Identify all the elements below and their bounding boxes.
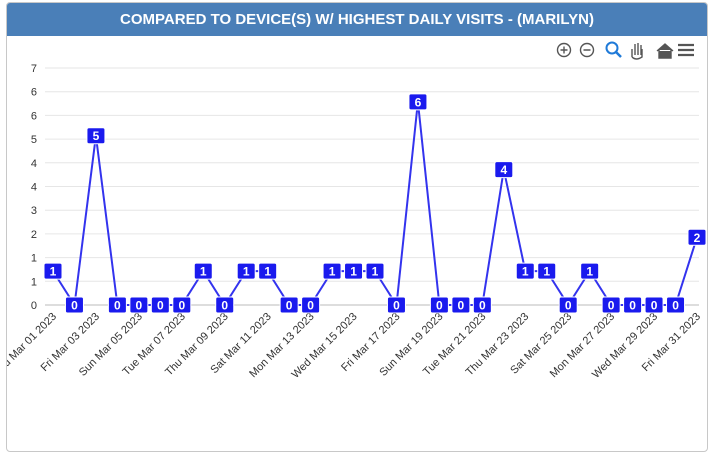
data-label-box	[193, 262, 213, 280]
y-tick-label: 6	[31, 110, 37, 122]
data-label-box	[129, 296, 149, 314]
data-label-box	[429, 296, 449, 314]
y-tick-label: 1	[31, 276, 37, 288]
y-tick-label: 5	[31, 134, 37, 146]
data-label: 2	[694, 231, 701, 245]
data-label: 0	[71, 299, 78, 313]
data-label-box	[86, 127, 106, 145]
y-tick-label: 2	[31, 229, 37, 241]
data-label-box	[580, 262, 600, 280]
data-label: 1	[243, 265, 250, 279]
data-label-box	[601, 296, 621, 314]
data-label-box	[623, 296, 643, 314]
y-tick-label: 6	[31, 87, 37, 99]
data-label-box	[322, 262, 342, 280]
data-label-box	[537, 262, 557, 280]
data-label-box	[64, 296, 84, 314]
panel-title: COMPARED TO DEVICE(S) W/ HIGHEST DAILY V…	[7, 3, 707, 36]
data-label: 0	[565, 299, 572, 313]
data-label: 0	[651, 299, 658, 313]
data-label-box	[644, 296, 664, 314]
data-label-box	[666, 296, 686, 314]
data-label: 0	[221, 299, 228, 313]
data-label-box	[365, 262, 385, 280]
data-label: 0	[672, 299, 679, 313]
data-label: 1	[543, 265, 550, 279]
data-label: 0	[629, 299, 636, 313]
x-tick-label: Wed Mar 01 2023	[7, 311, 59, 381]
data-label: 0	[608, 299, 615, 313]
data-label-box	[258, 262, 278, 280]
data-label-box	[386, 296, 406, 314]
zoom-in-icon	[560, 46, 568, 54]
data-label-box	[408, 93, 428, 111]
data-label: 6	[415, 95, 422, 109]
chart-panel: COMPARED TO DEVICE(S) W/ HIGHEST DAILY V…	[6, 2, 708, 452]
data-label-box	[150, 296, 170, 314]
data-label: 0	[393, 299, 400, 313]
data-label: 0	[136, 299, 143, 313]
y-tick-label: 1	[31, 253, 37, 265]
zoom-select-icon	[615, 51, 622, 58]
data-label: 0	[178, 299, 185, 313]
home-button[interactable]	[656, 43, 674, 59]
data-label-box	[215, 296, 235, 314]
data-label-box	[301, 296, 321, 314]
data-label: 1	[586, 265, 593, 279]
data-label-box	[43, 262, 63, 280]
data-label-box	[558, 296, 578, 314]
y-tick-label: 3	[31, 205, 37, 217]
data-label: 0	[479, 299, 486, 313]
data-label: 0	[458, 299, 465, 313]
zoom-in-button[interactable]	[556, 42, 572, 58]
data-label: 5	[93, 129, 100, 143]
data-label-box	[107, 296, 127, 314]
y-tick-label: 0	[31, 300, 37, 312]
data-label-box	[451, 296, 471, 314]
data-label-box	[515, 262, 535, 280]
data-label-box	[172, 296, 192, 314]
zoom-out-button[interactable]	[579, 42, 595, 58]
data-label: 1	[350, 265, 357, 279]
data-label-box	[494, 161, 514, 179]
data-label: 0	[157, 299, 164, 313]
data-label: 1	[200, 265, 207, 279]
data-label-box	[279, 296, 299, 314]
data-label: 1	[522, 265, 529, 279]
menu-button[interactable]	[678, 43, 694, 57]
data-label-box	[687, 228, 707, 246]
zoom-select-button[interactable]	[605, 41, 619, 55]
data-label-box	[472, 296, 492, 314]
data-label: 0	[286, 299, 293, 313]
toolbar[interactable]	[556, 41, 695, 60]
data-label: 1	[372, 265, 379, 279]
y-tick-label: 4	[31, 158, 37, 170]
data-label: 1	[264, 265, 271, 279]
data-label: 0	[307, 299, 314, 313]
data-label: 1	[329, 265, 336, 279]
y-tick-label: 7	[31, 63, 37, 75]
pan-button[interactable]	[631, 43, 643, 60]
data-label-box	[344, 262, 364, 280]
data-label: 1	[50, 265, 57, 279]
data-label: 4	[500, 163, 507, 177]
data-label: 0	[436, 299, 443, 313]
data-label: 0	[114, 299, 121, 313]
data-label-box	[236, 262, 256, 280]
y-tick-label: 4	[31, 182, 37, 194]
